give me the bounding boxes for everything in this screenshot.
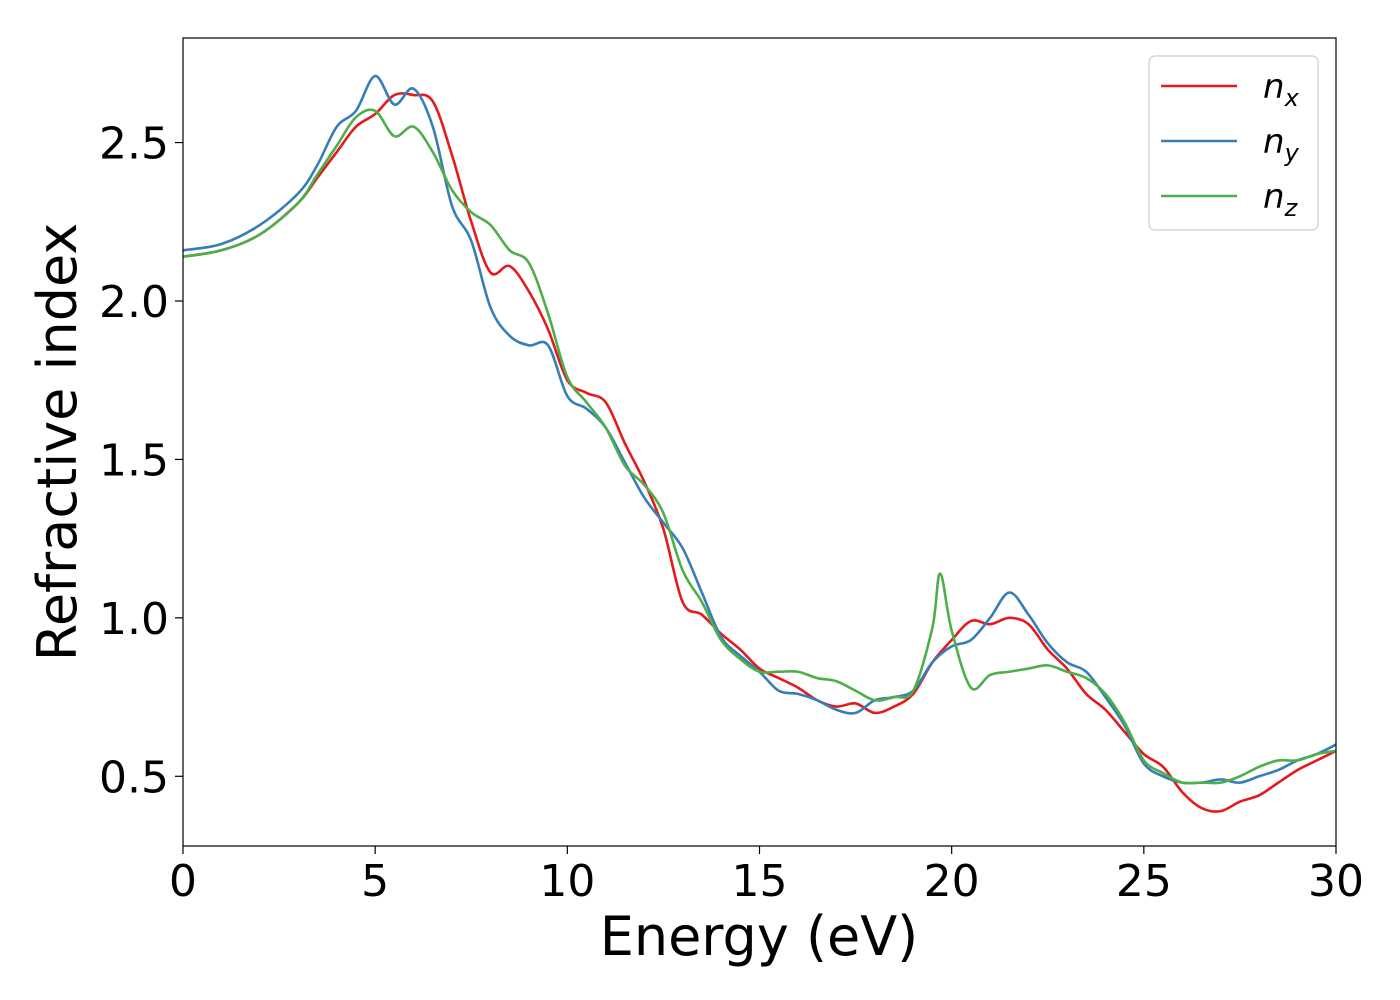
series-line-z [183, 108, 1336, 785]
legend-label-base: n [1263, 177, 1285, 217]
y-axis-ticks: 0.5 1.0 1.5 2.0 2.5 [99, 119, 183, 803]
x-tick-label: 5 [361, 856, 389, 907]
series-line-x [183, 92, 1336, 813]
legend-label-subscript: x [1284, 84, 1300, 112]
x-tick-label: 10 [539, 856, 595, 907]
x-tick-label: 30 [1308, 856, 1364, 907]
legend-label-base: n [1263, 122, 1285, 162]
y-tick-label: 1.0 [99, 594, 169, 645]
y-tick-label: 2.5 [99, 119, 169, 170]
legend-box [1148, 55, 1319, 231]
legend-label-z: nz [1263, 177, 1299, 222]
x-axis-title: Energy (eV) [600, 905, 919, 968]
x-tick-label: 20 [924, 856, 980, 907]
x-tick-label: 0 [169, 856, 197, 907]
x-axis-ticks: 0 5 10 15 20 25 30 [169, 846, 1364, 907]
series-layer [183, 74, 1336, 813]
legend-label-subscript: z [1284, 194, 1299, 222]
x-tick-label: 25 [1116, 856, 1172, 907]
y-tick-label: 2.0 [99, 277, 169, 328]
y-tick-label: 0.5 [99, 752, 169, 803]
series-line-y [183, 74, 1336, 785]
legend-label-y: ny [1263, 122, 1300, 167]
legend-label-x: nx [1263, 67, 1300, 112]
legend-label-subscript: y [1284, 139, 1300, 167]
y-axis-title: Refractive index [26, 223, 89, 662]
legend-label-base: n [1263, 67, 1285, 107]
x-tick-label: 15 [732, 856, 788, 907]
y-tick-label: 1.5 [99, 435, 169, 486]
